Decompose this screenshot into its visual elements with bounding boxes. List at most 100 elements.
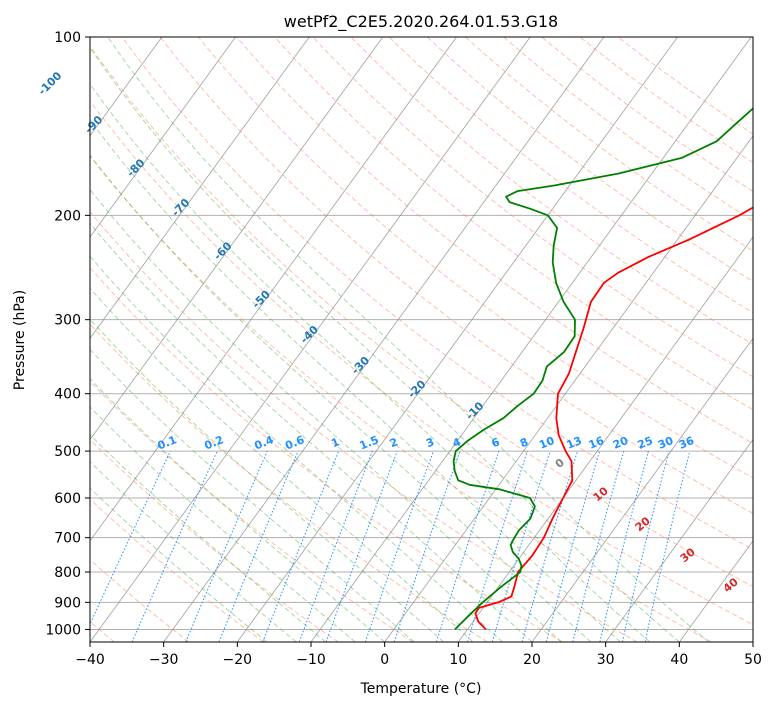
- mixing-ratio-label: 3: [424, 435, 436, 450]
- mixing-ratio-label: 1: [329, 435, 341, 450]
- mixing-ratio-line: [572, 450, 625, 642]
- mixing-ratio-label: 2: [388, 435, 400, 450]
- isotherm-line: [605, 438, 753, 642]
- moist-adiabat-line: [107, 37, 710, 642]
- dry-adiabat-line: [90, 155, 712, 642]
- x-tick-label: 40: [670, 652, 688, 668]
- dry-adiabat-line: [121, 37, 753, 551]
- mixing-ratio-line: [599, 450, 649, 642]
- dry-adiabat-line: [90, 267, 563, 642]
- moist-adiabat-line: [90, 255, 503, 642]
- isotherm-line: [384, 135, 753, 642]
- dry-adiabat-line: [579, 37, 753, 164]
- isotherm-line: [90, 37, 457, 542]
- x-tick-label: 0: [380, 652, 389, 668]
- mixing-ratio-line: [262, 450, 340, 642]
- mixing-ratio-line: [298, 450, 373, 642]
- isotherm-line: [237, 37, 678, 642]
- mixing-ratio-label: 10: [537, 434, 556, 452]
- plot-background: [90, 37, 753, 642]
- x-tick-label: 50: [744, 652, 762, 668]
- y-tick-label: 700: [54, 531, 81, 547]
- dry-adiabat-line: [90, 439, 339, 642]
- dry-adiabat-label: -100: [36, 69, 65, 98]
- mixing-ratio-line: [521, 450, 578, 642]
- dry-adiabat-line: [90, 323, 488, 642]
- dry-adiabat-line: [503, 37, 753, 222]
- moist-adiabat-line: [90, 406, 356, 642]
- y-tick-label: 1000: [45, 622, 81, 638]
- isotherm-line: [458, 236, 753, 642]
- mixing-ratio-line: [185, 450, 268, 642]
- mixing-ratio-line: [621, 450, 670, 642]
- plot-frame: [89, 36, 754, 643]
- background-lines: [90, 37, 753, 642]
- isotherm-line: [90, 37, 236, 238]
- dewpoint-profile-line: [452, 107, 753, 631]
- isotherm-line: [163, 37, 605, 642]
- moist-adiabat-line: [90, 461, 297, 642]
- moist-adiabat-line: [90, 378, 385, 642]
- dry-adiabat-line: [90, 211, 638, 642]
- dry-adiabat-line: [90, 498, 264, 642]
- moist-adiabat-line: [90, 487, 268, 642]
- y-tick-label: 300: [54, 313, 81, 329]
- moist-adiabat-line: [90, 119, 621, 642]
- y-tick-label: 500: [54, 444, 81, 460]
- mixing-ratio-line: [90, 450, 171, 626]
- dry-adiabat-line: [350, 37, 753, 345]
- y-tick-label: 400: [54, 387, 81, 403]
- x-tick-label: −30: [149, 652, 179, 668]
- mixing-ratio-line: [644, 450, 691, 642]
- moist-adiabat-line: [90, 46, 680, 642]
- x-tick-label: −40: [75, 652, 105, 668]
- dry-adiabat-line: [426, 37, 753, 282]
- x-tick-label: −10: [296, 652, 326, 668]
- dry-adiabat-line: [90, 100, 753, 626]
- x-axis: −40 −30 −20 −10 0 10 20 30 40 50: [75, 642, 762, 668]
- dry-adiabat-line: [312, 37, 753, 378]
- x-tick-label: 10: [449, 652, 467, 668]
- y-tick-label: 800: [54, 565, 81, 581]
- chart-title: wetPf2_C2E5.2020.264.01.53.G18: [284, 12, 558, 32]
- mixing-ratio-line: [364, 450, 434, 642]
- moist-adiabat-line: [90, 154, 592, 642]
- y-tick-label: 600: [54, 491, 81, 507]
- y-tick-label: 200: [54, 208, 81, 224]
- dry-adiabat-line: [90, 45, 753, 588]
- y-tick-label: 100: [54, 30, 81, 46]
- dry-adiabat-line: [198, 37, 753, 479]
- moist-adiabat-line: [90, 318, 444, 642]
- mixing-ratio-label: 30: [656, 434, 675, 452]
- mixing-ratio-label: 36: [677, 434, 696, 452]
- x-tick-label: 30: [597, 652, 615, 668]
- dry-adiabat-line: [159, 37, 753, 514]
- mixing-ratio-line: [393, 450, 461, 642]
- isotherm-line: [531, 337, 753, 642]
- temperature-profile-line: [474, 206, 753, 631]
- isotherm-line: [90, 37, 384, 441]
- mixing-ratio-line: [218, 450, 299, 642]
- moist-adiabat-line: [90, 222, 533, 642]
- y-tick-label: 900: [54, 595, 81, 611]
- mixing-ratio-label: 13: [565, 434, 584, 452]
- x-tick-label: 20: [523, 652, 541, 668]
- dry-adiabat-line: [274, 37, 753, 411]
- mixing-ratio-label: 16: [587, 434, 606, 452]
- mixing-ratio-line: [545, 450, 601, 642]
- x-tick-label: −20: [223, 652, 253, 668]
- mixing-ratio-line: [491, 450, 551, 642]
- x-axis-label: Temperature (°C): [360, 681, 482, 697]
- mixing-ratio-label: 8: [518, 435, 530, 450]
- y-axis-label: Pressure (hPa): [12, 290, 28, 390]
- moist-adiabat-line: [90, 287, 474, 642]
- moist-adiabat-line: [90, 188, 562, 642]
- dry-adiabat-line: [236, 37, 753, 445]
- moist-adiabat-line: [90, 348, 415, 642]
- mixing-ratio-line: [325, 450, 398, 642]
- mixing-ratio-label: 20: [611, 434, 630, 452]
- moist-adiabat-line: [90, 434, 326, 642]
- y-axis: 100 200 300 400 500 600 700 800 900 1000: [45, 30, 90, 638]
- profile-lines: [452, 107, 753, 631]
